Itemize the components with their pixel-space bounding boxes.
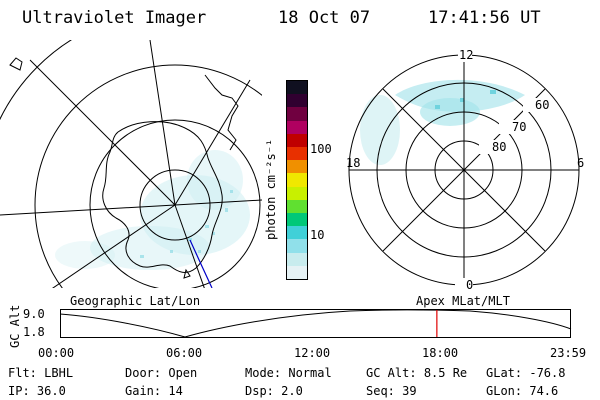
glat-label: GLat: [486,366,523,380]
gc-alt-label: GC Alt: [366,366,417,380]
colorbar-swatch [287,107,307,121]
colorbar [286,80,308,280]
mlt-label-0: 0 [466,278,474,292]
mlt-label-18: 18 [346,156,361,170]
altitude-ytick-min: 1.8 [23,325,45,339]
colorbar-swatch [287,120,307,134]
altitude-xtick-2359: 23:59 [550,346,587,360]
colorbar-swatch [287,133,307,147]
colorbar-swatch [287,94,307,108]
altitude-xtick-0000: 00:00 [38,346,75,360]
gain-label: Gain: [125,384,162,398]
colorbar-unit-label: photon cm⁻²s⁻¹ [264,138,278,240]
colorbar-swatch [287,146,307,161]
colorbar-swatch [287,160,307,174]
observation-time: 17:41:56 UT [428,8,541,28]
antarctica-outline [102,121,223,273]
mlt-label-6: 6 [577,156,585,170]
colorbar-tick-10: 10 [310,228,325,242]
colorbar-swatch [287,265,307,279]
glat-value: -76.8 [529,366,566,380]
status-glat: GLat: -76.8 [486,366,565,380]
altitude-ylabel: GC Alt [8,304,22,348]
colorbar-swatch [287,252,307,266]
mlat-label-60: 60 [535,98,550,112]
altitude-xtick-1200: 12:00 [294,346,331,360]
geo-panel-caption: Geographic Lat/Lon [70,294,201,308]
status-mode: Mode: Normal [245,366,332,380]
ip-label: IP: [8,384,30,398]
satellite-track [189,239,213,288]
colorbar-swatch [287,212,307,227]
observation-date: 18 Oct 07 [278,8,371,28]
status-glon: GLon: 74.6 [486,384,558,398]
status-seq: Seq: 39 [366,384,417,398]
gain-value: 14 [168,384,183,398]
magnetic-polar-plot [348,52,580,290]
status-door: Door: Open [125,366,197,380]
gc-alt-value: 8.5 Re [423,366,468,380]
mlt-label-12: 12 [459,48,474,62]
altitude-xtick-0600: 06:00 [166,346,203,360]
status-filter: Flt: LBHL [8,366,73,380]
colorbar-swatch [287,239,307,253]
altitude-xtick-1800: 18:00 [422,346,459,360]
colorbar-swatch [287,80,307,95]
filter-value: LBHL [44,366,74,380]
altitude-curve [60,309,572,338]
colorbar-swatch [287,173,307,187]
colorbar-tick-100: 100 [310,142,332,156]
colorbar-swatch [287,186,307,200]
status-gain: Gain: 14 [125,384,183,398]
mode-label: Mode: [245,366,282,380]
altitude-ytick-max: 9.0 [23,307,45,321]
glon-value: 74.6 [529,384,559,398]
mlat-label-70: 70 [512,120,527,134]
seq-value: 39 [402,384,417,398]
dsp-label: Dsp: [245,384,274,398]
altitude-plot [60,309,572,338]
mag-aurora-emission [360,79,525,165]
seq-label: Seq: [366,384,395,398]
instrument-title: Ultraviolet Imager [22,8,207,28]
dsp-value: 2.0 [281,384,303,398]
mag-panel-caption: Apex MLat/MLT [416,294,510,308]
mlat-label-80: 80 [492,140,507,154]
glon-label: GLon: [486,384,523,398]
status-gc-alt: GC Alt: 8.5 Re [366,366,467,380]
geographic-map [0,40,262,288]
ip-value: 36.0 [36,384,66,398]
filter-label: Flt: [8,366,37,380]
mode-value: Normal [288,366,332,380]
status-ip: IP: 36.0 [8,384,66,398]
door-label: Door: [125,366,162,380]
colorbar-swatch [287,199,307,213]
status-dsp: Dsp: 2.0 [245,384,303,398]
colorbar-swatch [287,226,307,240]
door-value: Open [168,366,198,380]
